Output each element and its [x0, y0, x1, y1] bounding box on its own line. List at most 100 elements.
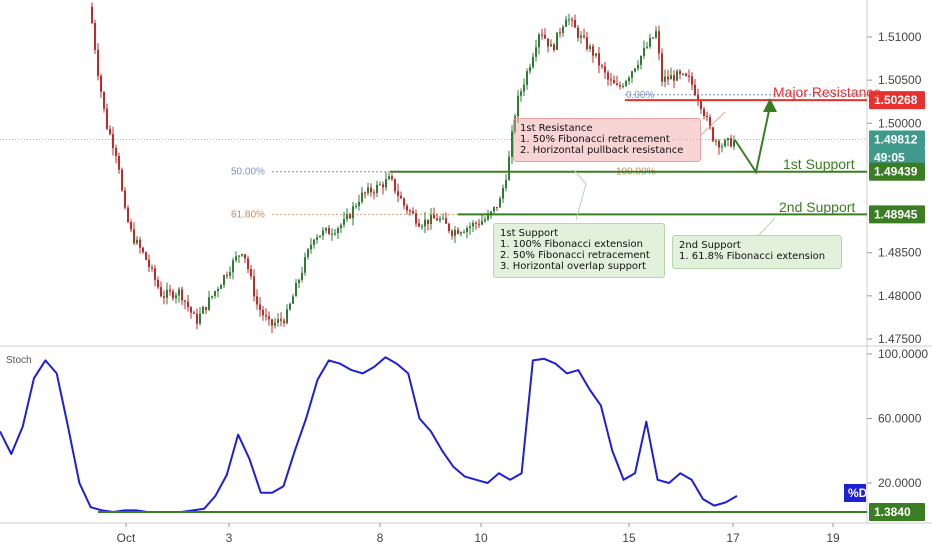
candle-body	[607, 72, 609, 80]
candle-body	[121, 169, 123, 191]
candle-body	[499, 198, 501, 208]
second-support-label: 2nd Support	[779, 199, 856, 215]
candle-body	[544, 34, 546, 39]
candle-body	[379, 184, 381, 186]
candle-body	[247, 258, 249, 270]
major-resistance-label: Major Resistance	[773, 84, 882, 100]
candle-body	[541, 34, 543, 36]
first-support-label: 1st Support	[783, 156, 855, 172]
candle-body	[592, 46, 594, 56]
price-tick-label: 1.48000	[878, 289, 922, 303]
candle-body	[652, 37, 654, 39]
candle-body	[94, 23, 96, 50]
candle-body	[514, 116, 516, 132]
candle-body	[343, 219, 345, 225]
candle-body	[277, 319, 279, 323]
candle-body	[286, 309, 288, 324]
candle-body	[352, 206, 354, 219]
stoch-d-tag: %D	[848, 486, 868, 500]
candle-body	[415, 213, 417, 224]
candle-body	[418, 223, 420, 227]
candle-body	[559, 32, 561, 34]
candle-body	[298, 280, 300, 284]
candle-body	[226, 275, 228, 277]
first-support-tag-bg	[869, 162, 925, 181]
candle-body	[196, 313, 198, 324]
time-tick-label: 8	[377, 531, 384, 545]
second-support-tag: 1.48945	[874, 207, 918, 221]
candle-body	[250, 269, 252, 277]
candle-body	[697, 95, 699, 102]
candle-body	[394, 179, 396, 192]
candle-body	[433, 214, 435, 219]
candle-body	[139, 239, 141, 248]
resistance-callout	[700, 111, 726, 136]
candle-body	[556, 32, 558, 51]
candle-body	[613, 80, 615, 84]
price-tick-label: 1.50000	[878, 116, 922, 130]
candle-body	[271, 319, 273, 326]
candle-body	[472, 222, 474, 227]
candle-body	[133, 229, 135, 244]
support2-reason-1: 1. 61.8% Fibonacci extension	[679, 251, 826, 262]
price-tick-label: 1.51000	[878, 30, 922, 44]
candle-body	[511, 131, 513, 157]
candle-body	[235, 256, 237, 261]
candle-body	[91, 6, 93, 24]
candle-body	[376, 184, 378, 193]
support2-callout	[758, 217, 776, 236]
time-tick-label: 17	[726, 531, 740, 545]
fib-label-618: 61.80%	[231, 209, 265, 220]
candle-body	[451, 231, 453, 236]
candle-body	[526, 71, 528, 85]
candle-body	[229, 272, 231, 276]
price-axis: 1.51000 1.50500 1.50000 1.48500 1.48000 1.475…	[867, 30, 922, 346]
candle-body	[184, 300, 186, 302]
candle-body	[493, 206, 495, 212]
candle-body	[325, 228, 327, 231]
candle-body	[601, 65, 603, 67]
candle-body	[442, 218, 444, 220]
candle-body	[166, 289, 168, 298]
candle-body	[181, 289, 183, 301]
support1-title: 1st Support	[500, 228, 559, 239]
stoch-tick-label: 100.0000	[878, 347, 928, 361]
candle-body	[316, 237, 318, 240]
candle-body	[547, 38, 549, 47]
candle-body	[661, 53, 663, 82]
candle-body	[328, 228, 330, 235]
stochastic-panel: 100.0000 60.0000 20.0000	[0, 347, 928, 513]
candle-body	[733, 140, 735, 147]
second-support-annotation: 2nd Support 1. 61.8% Fibonacci extension	[672, 235, 842, 269]
candle-body	[337, 228, 339, 234]
candle-body	[487, 215, 489, 220]
candle-body	[586, 37, 588, 49]
candle-body	[631, 71, 633, 78]
candle-body	[712, 127, 714, 141]
candle-body	[307, 249, 309, 258]
candle-body	[187, 301, 189, 308]
candle-body	[124, 190, 126, 208]
stoch-tick-label: 20.0000	[878, 476, 922, 490]
candle-body	[214, 291, 216, 296]
candle-body	[160, 287, 162, 297]
candle-body	[718, 140, 720, 148]
candle-body	[580, 35, 582, 38]
candle-body	[361, 192, 363, 202]
candle-body	[430, 214, 432, 225]
candle-body	[238, 255, 240, 257]
candle-body	[619, 84, 621, 87]
stoch-label: Stoch	[6, 355, 32, 366]
candle-body	[538, 34, 540, 48]
projection-arrows	[573, 98, 777, 236]
candle-body	[217, 288, 219, 292]
candle-body	[625, 81, 627, 86]
candle-body	[295, 283, 297, 297]
candle-body	[241, 254, 243, 256]
candle-body	[574, 20, 576, 28]
stoch-d-tag-bg	[844, 484, 866, 502]
candle-body	[445, 218, 447, 224]
candle-body	[412, 211, 414, 214]
candle-body	[280, 319, 282, 321]
